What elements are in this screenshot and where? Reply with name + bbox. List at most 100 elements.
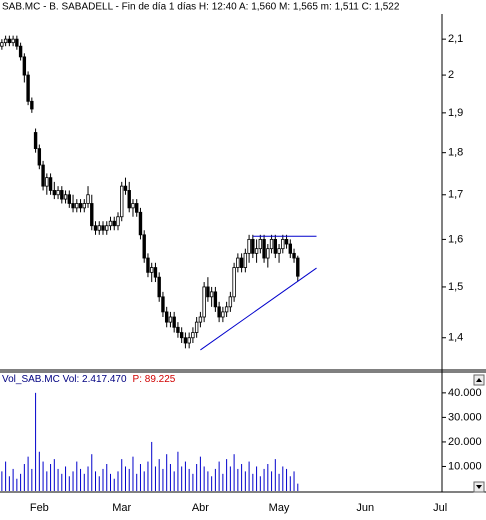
scroll-down-button[interactable]: [473, 481, 485, 493]
candle-body: [232, 267, 236, 298]
candle-body: [22, 56, 27, 76]
candle-body: [243, 252, 248, 268]
candle-body: [254, 248, 259, 254]
candle-body: [239, 257, 244, 268]
candle-body: [78, 203, 83, 209]
candle-body: [11, 38, 15, 44]
candle-body: [288, 243, 292, 254]
candle-body: [209, 291, 214, 298]
candle-body: [221, 311, 225, 318]
candle-body: [161, 296, 165, 313]
candle-body: [30, 100, 34, 110]
candle-body: [41, 164, 45, 187]
y-tick-label: 1,6: [448, 233, 463, 245]
y-tick-label: 40.000: [448, 387, 482, 399]
candle-body: [194, 321, 199, 333]
candle-body: [262, 239, 266, 259]
candle-body: [198, 316, 203, 323]
candle-body: [179, 332, 184, 339]
candle-body: [18, 45, 23, 58]
candle-body: [183, 337, 188, 344]
volume-title: Vol_SAB.MC Vol: 2.417.470 P: 89.225: [2, 374, 176, 385]
candle-body: [176, 326, 180, 333]
candle-body: [0, 42, 4, 47]
y-tick-label: 1,8: [448, 147, 463, 159]
candle-body: [206, 286, 210, 298]
candle-body: [82, 203, 86, 209]
candle-body: [157, 276, 161, 298]
candle-body: [228, 296, 233, 308]
candle-body: [187, 337, 191, 344]
x-tick-label: Mar: [112, 502, 131, 514]
candle-body: [153, 267, 158, 278]
candle-body: [213, 291, 218, 308]
candle-body: [63, 194, 68, 200]
candle-body: [164, 311, 169, 323]
candle-body: [105, 225, 109, 231]
candle-body: [56, 190, 60, 196]
candle-body: [217, 306, 221, 318]
x-tick-label: Jul: [433, 502, 447, 514]
candle-body: [247, 239, 251, 254]
candle-body: [97, 225, 101, 231]
candle-body: [60, 190, 64, 200]
candle-body: [45, 177, 49, 187]
candle-body: [172, 316, 176, 328]
y-tick-label: 30.000: [448, 411, 482, 423]
candle-body: [146, 257, 150, 273]
y-tick-label: 20.000: [448, 436, 482, 448]
volume-subtitle: P: 89.225: [133, 374, 176, 385]
candle-body: [150, 267, 154, 273]
candle-body: [251, 239, 255, 254]
candle-body: [93, 225, 98, 231]
candle-body: [15, 38, 19, 47]
candle-body: [112, 220, 116, 227]
candle-body: [191, 332, 195, 339]
candle-body: [277, 248, 281, 254]
candle-body: [284, 239, 289, 245]
volume-name: Vol_SAB.MC Vol: 2.417.470: [2, 374, 127, 385]
candle-body: [269, 239, 274, 250]
candle-body: [7, 38, 12, 44]
y-tick-label: 10.000: [448, 460, 482, 472]
candle-body: [90, 203, 94, 227]
candle-body: [86, 194, 90, 204]
candle-body: [108, 220, 113, 227]
candle-body: [116, 216, 120, 227]
candle-body: [138, 211, 143, 236]
candle-body: [292, 252, 296, 259]
candle-body: [236, 257, 240, 268]
candle-body: [127, 190, 131, 209]
candle-body: [202, 286, 206, 318]
candle-body: [101, 225, 105, 231]
candle-body: [123, 185, 128, 191]
candle-body: [273, 239, 278, 254]
y-tick-label: 1,9: [448, 107, 463, 119]
y-tick-label: 2: [448, 69, 454, 81]
y-tick-label: 1,4: [448, 332, 463, 344]
candle-body: [52, 190, 57, 196]
candle-body: [135, 203, 139, 213]
scroll-up-button[interactable]: [473, 374, 485, 386]
candle-body: [67, 194, 71, 204]
candle-body: [296, 257, 300, 277]
candle-body: [3, 38, 8, 44]
y-tick-label: 2,1: [448, 33, 463, 45]
candle-body: [37, 148, 42, 166]
trendline: [200, 267, 317, 351]
candle-body: [120, 185, 124, 218]
candle-body: [142, 234, 146, 259]
candle-body: [48, 177, 53, 191]
x-tick-label: Abr: [192, 502, 209, 514]
candle-body: [281, 239, 285, 250]
candle-body: [258, 239, 263, 250]
chart-title: SAB.MC - B. SABADELL - Fin de día 1 días…: [2, 2, 400, 13]
x-tick-label: Feb: [30, 502, 49, 514]
candle-body: [266, 248, 270, 259]
candle-body: [71, 203, 75, 209]
x-tick-label: Jun: [356, 502, 374, 514]
y-tick-label: 1,7: [448, 189, 463, 201]
y-tick-label: 1,5: [448, 281, 463, 293]
candle-body: [224, 306, 229, 313]
